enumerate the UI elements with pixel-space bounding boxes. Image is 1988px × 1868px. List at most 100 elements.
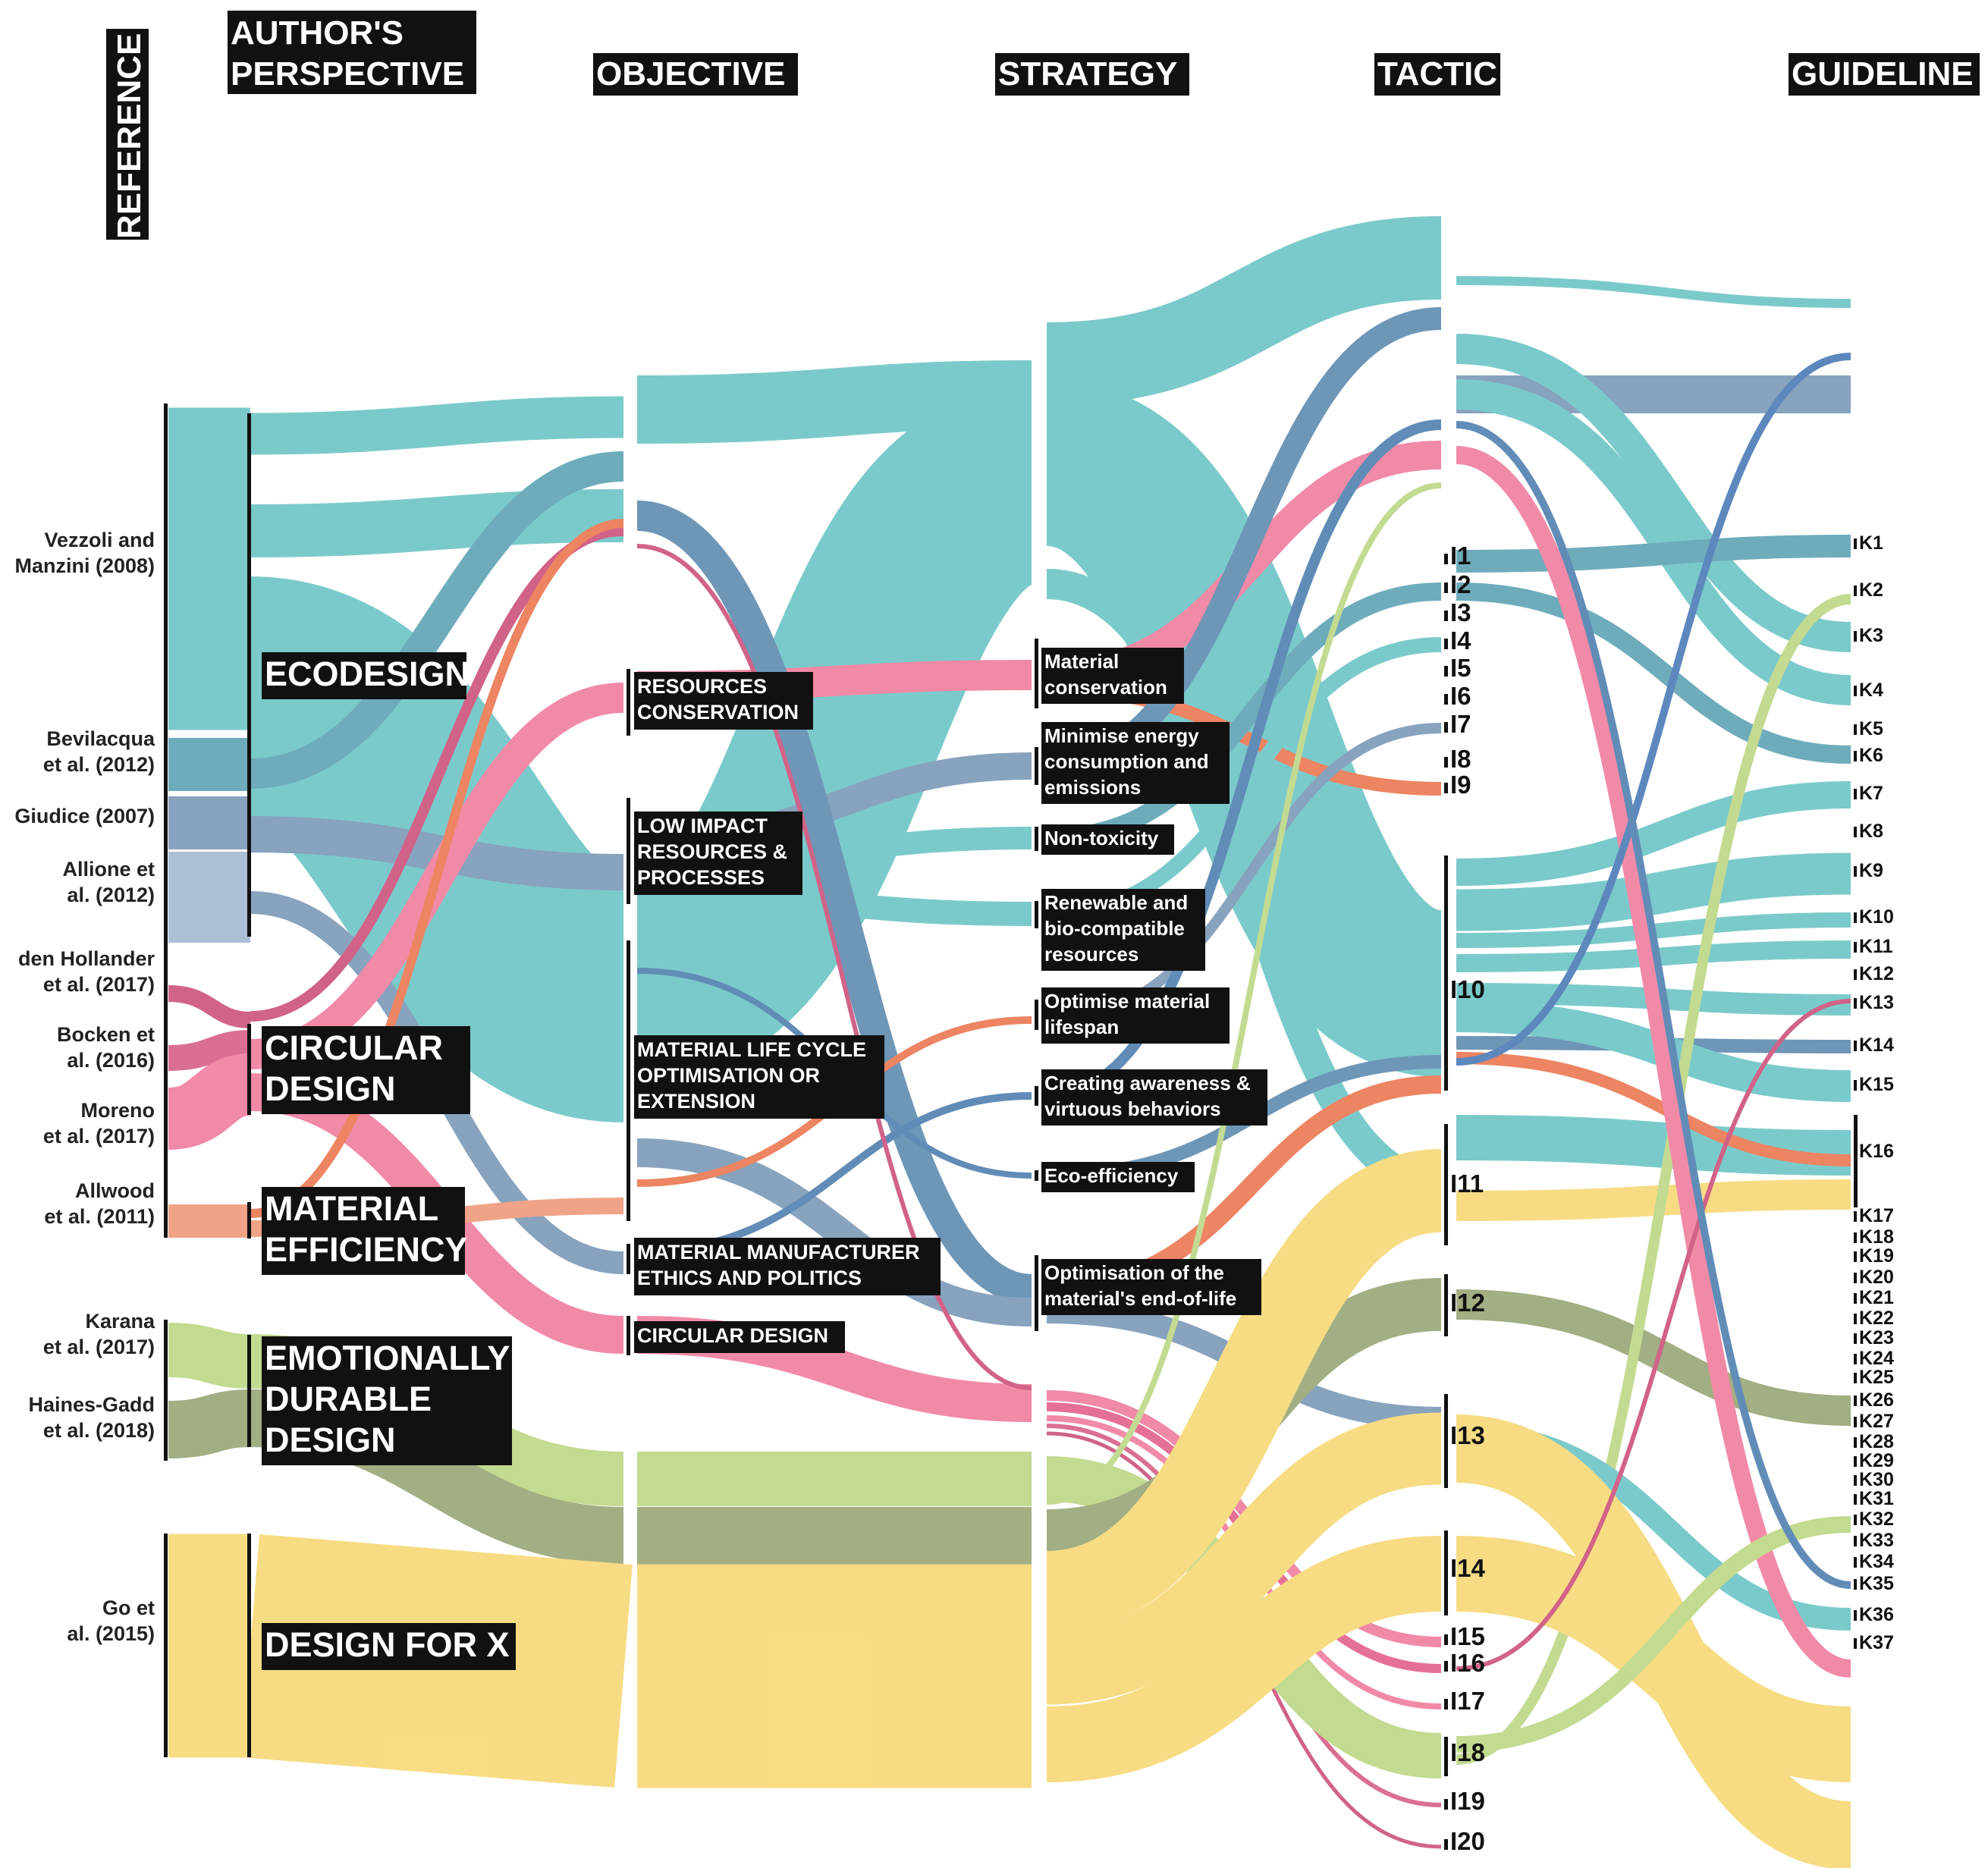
guideline-tick-k18: [1854, 1232, 1857, 1243]
tactic-label-i18: I18: [1450, 1738, 1485, 1766]
guideline-label-k35: K35: [1859, 1573, 1894, 1594]
guideline-tick-k11: [1854, 942, 1857, 953]
reference-giudice-line-1: Giudice (2007): [14, 805, 155, 827]
reference-bevilacqua-line-2: et al. (2012): [43, 753, 155, 776]
strategy-awareness-line-1: Creating awareness &: [1044, 1072, 1251, 1094]
column-headers: REFERENCE AUTHOR'S PERSPECTIVE OBJECTIVE…: [106, 11, 1980, 240]
reference-labels: Vezzoli and Manzini (2008) Bevilacqua et al…: [14, 529, 155, 1645]
guideline-label-k28: K28: [1859, 1431, 1894, 1452]
guideline-tick-k10: [1854, 912, 1857, 923]
guideline-label-k15: K15: [1859, 1074, 1894, 1095]
strategy-bar-awareness: [1035, 1086, 1038, 1106]
tactic-tick-i8: [1444, 757, 1448, 768]
reference-denhollander-line-1: den Hollander: [18, 947, 155, 970]
header-guideline: GUIDELINE: [1789, 53, 1980, 96]
tactic-tick-i5: [1444, 666, 1448, 677]
tactic-bar-i10: [1444, 856, 1448, 1091]
tactic-tick-i6: [1444, 694, 1448, 705]
reference-allione-line-2: al. (2012): [67, 884, 155, 906]
flow-eco-resources-b: [250, 451, 624, 789]
guideline-tick-k25: [1854, 1373, 1857, 1383]
reference-bocken-line-1: Bocken et: [57, 1023, 155, 1046]
flow-tac-gui-blue-cross: [1456, 353, 1851, 1066]
perspective-labels: ECODESIGNCIRCULARDESIGNMATERIALEFFICIENC…: [262, 652, 516, 1670]
guideline-label-k2: K2: [1859, 579, 1883, 601]
objective-labels: RESOURCES CONSERVATION LOW IMPACT RESOURCES…: [634, 672, 941, 1353]
flow-eco-low-impact: [250, 489, 624, 557]
tactic-label-i11: I11: [1450, 1169, 1484, 1198]
reference-hainesgadd-line-1: Haines-Gadd: [28, 1393, 155, 1416]
guideline-tick-k34: [1854, 1557, 1857, 1568]
guideline-tick-k30: [1854, 1475, 1857, 1486]
guideline-label-k34: K34: [1859, 1551, 1894, 1572]
flow-strat-tac-awareness: [1046, 419, 1442, 1101]
reference-bar-emotional: [164, 1320, 168, 1461]
perspective-bar-material: [247, 1202, 251, 1239]
objective-low_impact-line-1: LOW IMPACT: [637, 815, 768, 837]
objective-bar-resources: [627, 669, 630, 736]
reference-bocken-line-2: al. (2016): [67, 1049, 155, 1072]
guideline-label-k23: K23: [1859, 1327, 1894, 1348]
guideline-tick-k22: [1854, 1314, 1857, 1324]
guideline-label-k7: K7: [1859, 783, 1883, 804]
perspective-circular-line-2: DESIGN: [265, 1069, 396, 1108]
objective-low_impact-box: [634, 812, 802, 895]
tactic-tick-i20: [1444, 1839, 1448, 1850]
guideline-label-k19: K19: [1859, 1245, 1894, 1267]
guideline-tick-k29: [1854, 1456, 1857, 1467]
objective-resources-line-2: CONSERVATION: [637, 701, 799, 724]
strategy-lifespan-box: [1041, 987, 1230, 1044]
guideline-bar-k16: [1854, 1115, 1858, 1207]
strategy-eol-line-2: material's end-of-life: [1044, 1287, 1236, 1310]
header-tactic: TACTIC: [1374, 53, 1500, 96]
objective-circular_obj-box: [634, 1321, 845, 1353]
header-strategy-text: STRATEGY: [998, 55, 1177, 93]
guideline-tick-k14: [1854, 1041, 1857, 1051]
guideline-tick-k26: [1854, 1396, 1857, 1406]
objective-circular_obj-line-1: CIRCULAR DESIGN: [637, 1324, 828, 1347]
tactic-tick-i10: [1444, 987, 1448, 998]
objective-bar-low-impact: [627, 798, 630, 904]
strategy-energy-line-1: Minimise energy: [1044, 724, 1199, 747]
perspective-material_eff-line-2: EFFICIENCY: [265, 1230, 468, 1269]
tactic-label-i2: I2: [1450, 570, 1471, 598]
objective-resources-box: [634, 672, 813, 730]
tactic-label-i13: I13: [1450, 1421, 1485, 1449]
guideline-label-k17: K17: [1859, 1205, 1894, 1226]
guideline-label-k36: K36: [1859, 1604, 1894, 1625]
header-reference-text: REFERENCE: [111, 33, 148, 239]
strategy-bar-lifespan: [1035, 1000, 1038, 1030]
objective-ethics-line-2: ETHICS AND POLITICS: [637, 1267, 862, 1289]
strategy-energy: Minimise energy consumption and emissions: [1041, 722, 1230, 804]
objective-bar-ethics: [627, 1244, 630, 1274]
guideline-tick-k7: [1854, 789, 1857, 799]
strategy-bar-matcons: [1035, 639, 1038, 708]
tactic-label-i14: I14: [1450, 1554, 1486, 1582]
tactic-tick-i18: [1444, 1750, 1448, 1761]
flow-hainesgadd-emotional: [168, 1389, 251, 1458]
perspective-emotional-line-1: EMOTIONALLY: [265, 1339, 510, 1377]
strategy-bar-renewable: [1035, 901, 1038, 928]
flow-tac-gui-k1: [1456, 535, 1851, 573]
guideline-tick-k33: [1854, 1536, 1857, 1546]
tactic-tick-i9: [1444, 783, 1448, 793]
perspective-emotional-line-2: DURABLE: [265, 1380, 432, 1418]
guideline-tick-k31: [1854, 1494, 1857, 1505]
flow-tac-gui-k6: [1456, 582, 1851, 764]
objective-lifecycle-line-1: MATERIAL LIFE CYCLE: [637, 1038, 866, 1061]
strategy-lifespan: Optimise material lifespan: [1041, 987, 1230, 1044]
guideline-label-k32: K32: [1859, 1509, 1894, 1530]
strategy-lifespan-line-1: Optimise material: [1044, 990, 1210, 1012]
guideline-tick-k27: [1854, 1417, 1857, 1427]
guideline-tick-k21: [1854, 1293, 1857, 1304]
reference-vezzoli-line-2: Manzini (2008): [14, 554, 155, 577]
objective-lifecycle: MATERIAL LIFE CYCLE OPTIMISATION OR EXTENS…: [634, 1035, 884, 1119]
guideline-label-k1: K1: [1859, 532, 1883, 554]
guideline-label-k4: K4: [1859, 680, 1883, 701]
guideline-label-k29: K29: [1859, 1450, 1894, 1471]
objective-resources: RESOURCES CONSERVATION: [634, 672, 813, 730]
tactic-label-i6: I6: [1450, 682, 1471, 710]
flow-obj-strat-eol-slate: [636, 501, 1033, 1304]
flow-strat-tac-yellow-i14: [1046, 1536, 1442, 1782]
